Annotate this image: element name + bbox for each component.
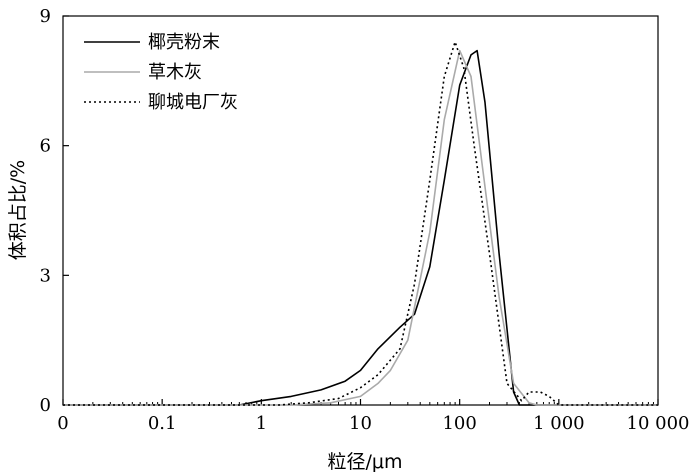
- series-lines: [63, 41, 658, 406]
- series-line-1: [63, 49, 658, 406]
- x-tick-label: 0: [57, 413, 68, 434]
- y-axis-label: 体积占比/%: [7, 160, 29, 260]
- y-axis-ticks: 0 3 6 9: [40, 6, 69, 416]
- x-tick-label: 1: [256, 413, 267, 434]
- x-tick-label: 10 000: [627, 413, 690, 434]
- legend-label-series-2: 聊城电厂灰: [148, 92, 238, 113]
- legend-label-series-1: 草木灰: [148, 62, 202, 83]
- x-axis-ticks: 0 0.1 1 10 100 1 000 10 000: [57, 399, 689, 434]
- legend: 椰壳粉末 草木灰 聊城电厂灰: [84, 32, 238, 113]
- y-tick-label: 3: [40, 265, 51, 286]
- series-line-2: [63, 41, 658, 406]
- y-tick-label: 0: [40, 395, 51, 416]
- y-tick-label: 9: [40, 6, 51, 27]
- x-tick-label: 10: [349, 413, 372, 434]
- x-tick-label: 0.1: [148, 413, 177, 434]
- legend-label-series-0: 椰壳粉末: [148, 32, 220, 53]
- series-line-0: [63, 49, 658, 406]
- y-tick-label: 6: [40, 136, 51, 157]
- x-tick-label: 1 000: [533, 413, 585, 434]
- x-tick-label: 100: [442, 413, 476, 434]
- x-axis-label: 粒径/μm: [328, 451, 403, 473]
